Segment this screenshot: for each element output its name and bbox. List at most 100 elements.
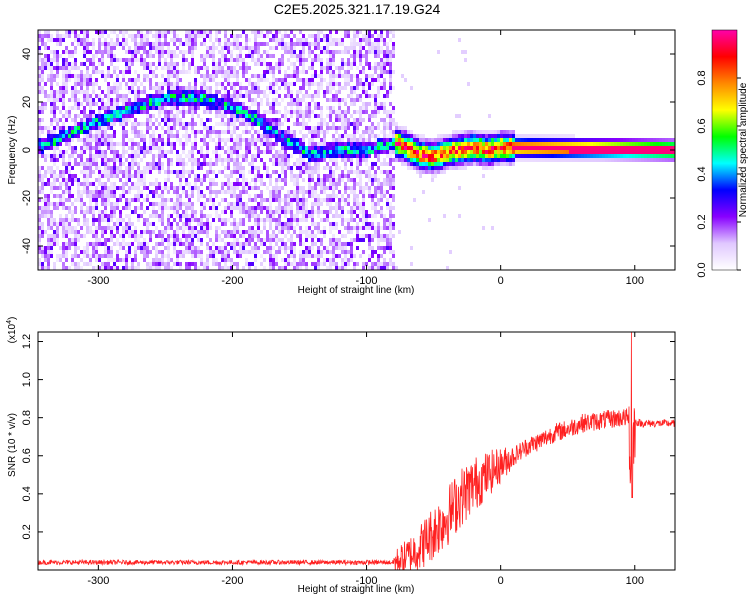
- heatmap-cell: [257, 246, 260, 250]
- heatmap-cell: [221, 146, 224, 150]
- heatmap-cell: [38, 90, 41, 94]
- heatmap-cell: [332, 126, 335, 130]
- heatmap-cell: [92, 90, 95, 94]
- heatmap-cell: [359, 190, 362, 194]
- heatmap-cell: [83, 262, 86, 266]
- heatmap-cell: [65, 246, 68, 250]
- heatmap-cell: [290, 74, 293, 78]
- heatmap-cell: [62, 174, 65, 178]
- heatmap-cell: [116, 202, 119, 206]
- heatmap-cell: [191, 158, 194, 162]
- heatmap-cell: [428, 166, 431, 170]
- heatmap-cell: [308, 126, 311, 130]
- heatmap-cell: [197, 166, 200, 170]
- heatmap-cell: [389, 102, 392, 106]
- heatmap-cell: [245, 178, 248, 182]
- heatmap-cell: [173, 74, 176, 78]
- heatmap-cell: [182, 122, 185, 126]
- heatmap-cell: [377, 258, 380, 262]
- heatmap-cell: [338, 214, 341, 218]
- heatmap-cell: [203, 266, 206, 270]
- heatmap-cell: [434, 166, 437, 170]
- heatmap-cell: [248, 130, 251, 134]
- heatmap-cell: [47, 182, 50, 186]
- heatmap-cell: [101, 106, 104, 110]
- heatmap-cell: [173, 234, 176, 238]
- heatmap-cell: [188, 230, 191, 234]
- heatmap-cell: [413, 154, 416, 158]
- heatmap-cell: [296, 186, 299, 190]
- heatmap-cell: [380, 86, 383, 90]
- heatmap-cell: [380, 162, 383, 166]
- heatmap-cell: [350, 162, 353, 166]
- heatmap-cell: [50, 250, 53, 254]
- heatmap-cell: [209, 214, 212, 218]
- heatmap-cell: [92, 134, 95, 138]
- heatmap-cell: [143, 154, 146, 158]
- heatmap-cell: [137, 194, 140, 198]
- heatmap-cell: [275, 102, 278, 106]
- heatmap-cell: [71, 134, 74, 138]
- heatmap-cell: [275, 162, 278, 166]
- heatmap-cell: [68, 78, 71, 82]
- heatmap-cell: [182, 42, 185, 46]
- heatmap-cell: [416, 142, 419, 146]
- heatmap-cell: [206, 170, 209, 174]
- heatmap-cell: [341, 250, 344, 254]
- heatmap-cell: [44, 66, 47, 70]
- heatmap-cell: [419, 166, 422, 170]
- heatmap-cell: [56, 62, 59, 66]
- heatmap-cell: [152, 74, 155, 78]
- heatmap-cell: [380, 262, 383, 266]
- heatmap-cell: [71, 106, 74, 110]
- heatmap-cell: [371, 150, 374, 154]
- heatmap-cell: [374, 66, 377, 70]
- heatmap-cell: [377, 186, 380, 190]
- heatmap-cell: [224, 54, 227, 58]
- heatmap-cell: [221, 230, 224, 234]
- heatmap-cell: [212, 206, 215, 210]
- heatmap-cell: [92, 182, 95, 186]
- heatmap-cell: [113, 42, 116, 46]
- heatmap-cell: [338, 242, 341, 246]
- heatmap-cell: [242, 206, 245, 210]
- heatmap-cell: [89, 198, 92, 202]
- heatmap-cell: [77, 78, 80, 82]
- heatmap-cell: [374, 154, 377, 158]
- heatmap-cell: [104, 242, 107, 246]
- heatmap-cell: [53, 266, 56, 270]
- heatmap-cell: [284, 226, 287, 230]
- heatmap-cell: [233, 46, 236, 50]
- heatmap-cell: [332, 142, 335, 146]
- heatmap-cell: [305, 90, 308, 94]
- heatmap-cell: [95, 70, 98, 74]
- heatmap-cell: [191, 50, 194, 54]
- heatmap-cell: [446, 166, 449, 170]
- heatmap-cell: [260, 194, 263, 198]
- heatmap-cell: [224, 206, 227, 210]
- heatmap-cell: [359, 42, 362, 46]
- heatmap-cell: [41, 70, 44, 74]
- heatmap-cell: [242, 30, 245, 34]
- heatmap-cell: [266, 250, 269, 254]
- heatmap-cell: [299, 154, 302, 158]
- heatmap-cell: [287, 74, 290, 78]
- heatmap-cell: [146, 102, 149, 106]
- heatmap-cell: [191, 54, 194, 58]
- heatmap-cell: [221, 66, 224, 70]
- heatmap-cell: [245, 122, 248, 126]
- heatmap-cell: [44, 170, 47, 174]
- heatmap-cell: [104, 238, 107, 242]
- heatmap-cell: [122, 58, 125, 62]
- heatmap-cell: [161, 50, 164, 54]
- heatmap-cell: [317, 114, 320, 118]
- heatmap-cell: [287, 158, 290, 162]
- heatmap-cell: [185, 202, 188, 206]
- heatmap-cell: [179, 194, 182, 198]
- heatmap-cell: [170, 98, 173, 102]
- heatmap-cell: [272, 78, 275, 82]
- heatmap-cell: [236, 70, 239, 74]
- heatmap-cell: [185, 38, 188, 42]
- heatmap-cell: [215, 238, 218, 242]
- heatmap-cell: [362, 262, 365, 266]
